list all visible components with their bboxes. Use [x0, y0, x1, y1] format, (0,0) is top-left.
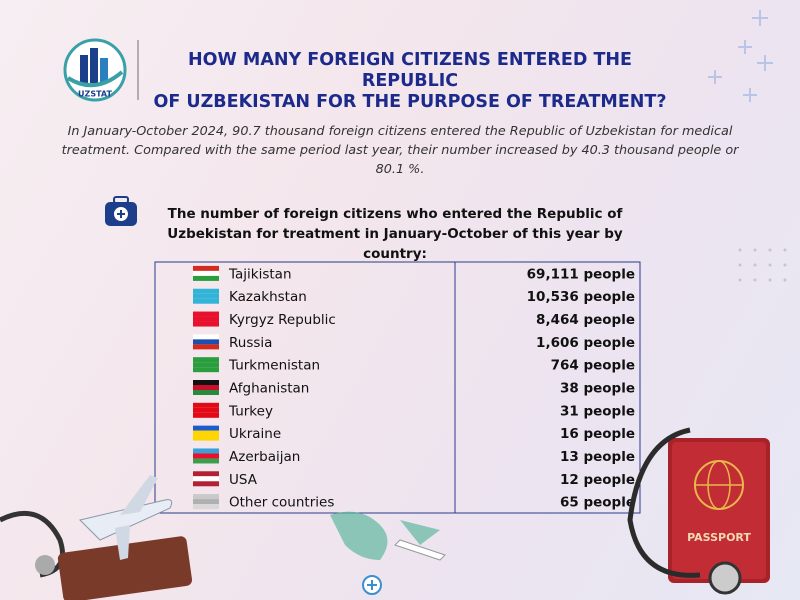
flag-stripe: [193, 288, 219, 294]
count-value: 13 people: [560, 449, 635, 465]
count-value: 16 people: [560, 426, 635, 442]
flag-stripe: [193, 504, 219, 510]
count-value: 69,111 people: [527, 266, 635, 282]
flag-stripe: [193, 430, 219, 436]
flag-stripe: [193, 407, 219, 413]
flag-stripe: [193, 298, 219, 304]
country-name: Turkmenistan: [228, 358, 320, 374]
intro-text: In January-October 2024, 90.7 thousand f…: [61, 124, 739, 177]
flag-stripe: [193, 448, 219, 454]
flag-stripe: [193, 471, 219, 477]
country-name: Ukraine: [229, 426, 281, 442]
country-name: Azerbaijan: [229, 449, 300, 465]
country-name: Other countries: [229, 495, 334, 511]
flag-stripe: [193, 334, 219, 340]
count-value: 31 people: [560, 403, 635, 419]
flag-stripe: [193, 316, 219, 322]
flag-stripe: [193, 293, 219, 299]
title-line: OF UZBEKISTAN FOR THE PURPOSE OF TREATME…: [153, 92, 667, 112]
count-value: 764 people: [551, 358, 635, 374]
flag-stripe: [193, 380, 219, 385]
flag-stripe: [193, 458, 219, 464]
count-value: 12 people: [560, 472, 635, 488]
subtitle: The number of foreign citizens who enter…: [167, 206, 623, 262]
flag-stripe: [193, 362, 219, 368]
title: HOW MANY FOREIGN CITIZENS ENTERED THE RE…: [140, 50, 680, 113]
flag-stripe: [193, 425, 219, 431]
flag-stripe: [193, 390, 219, 395]
flag-stripe: [193, 357, 219, 363]
logo: UZSTAT: [63, 38, 127, 102]
medical-bag-icon: [105, 196, 137, 226]
flag-stripe: [193, 275, 219, 281]
logo-text: UZSTAT: [78, 90, 112, 99]
country-name: Kyrgyz Republic: [229, 312, 336, 328]
country-name: USA: [229, 472, 258, 488]
flag-stripe: [193, 385, 219, 390]
count-value: 10,536 people: [527, 289, 635, 305]
globe-illustration: [330, 511, 446, 595]
count-value: 38 people: [560, 381, 635, 397]
flag-stripe: [193, 311, 219, 317]
country-name: Russia: [229, 335, 272, 351]
country-name: Afghanistan: [229, 381, 309, 397]
flag-stripe: [193, 339, 219, 345]
count-value: 8,464 people: [536, 312, 635, 328]
airplane-illustration: [0, 475, 193, 600]
flag-stripe: [193, 344, 219, 350]
dots: [738, 248, 787, 282]
flag-stripe: [193, 494, 219, 500]
table-frame: [154, 261, 641, 514]
crosses: [708, 10, 773, 102]
count-value: 65 people: [560, 495, 635, 511]
flag-stripe: [193, 367, 219, 373]
country-name: Tajikistan: [228, 266, 292, 282]
flag-stripe: [193, 499, 219, 505]
passport-label: PASSPORT: [687, 531, 751, 544]
flag-stripe: [193, 270, 219, 276]
country-name: Turkey: [228, 403, 273, 419]
flag-stripe: [193, 321, 219, 327]
passport-illustration: PASSPORT: [627, 427, 770, 595]
count-value: 1,606 people: [536, 335, 635, 351]
flag-stripe: [193, 481, 219, 487]
flag-stripe: [193, 453, 219, 459]
flag-stripe: [193, 476, 219, 482]
title-line: HOW MANY FOREIGN CITIZENS ENTERED THE RE…: [187, 50, 633, 91]
flag-stripe: [193, 435, 219, 441]
flag-stripe: [193, 412, 219, 418]
flag-stripe: [193, 265, 219, 271]
flag-stripe: [193, 402, 219, 408]
country-name: Kazakhstan: [229, 289, 307, 305]
